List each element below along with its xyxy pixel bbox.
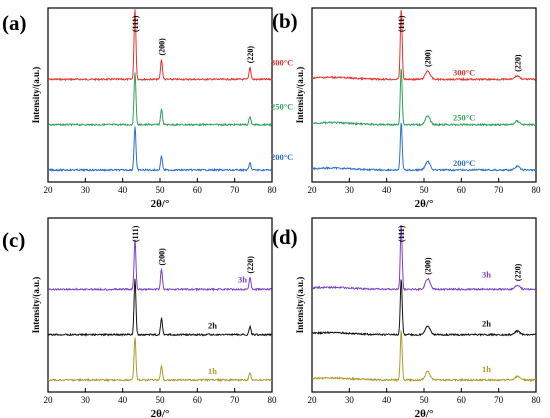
panel-letter: (a) — [2, 11, 27, 35]
panel-c: (c) 20 30 40 50 60 70 80 2θ/° Intensity/(a.u.) 3h 2… — [2, 217, 278, 418]
x-axis-label: 2θ/° — [151, 408, 170, 418]
panel-d: (d) 20 30 40 50 60 70 80 2θ/° Intensity/(a.u.) 3h 2… — [272, 217, 542, 418]
series-label: 1h — [208, 366, 217, 376]
axes-frame — [47, 7, 273, 183]
axes-frame — [311, 7, 537, 183]
panel-letter: (c) — [2, 228, 25, 252]
series-label: 250°C — [453, 113, 475, 123]
series-label: 3h — [482, 269, 491, 279]
x-tick-label: 60 — [457, 185, 467, 195]
x-tick-label: 20 — [308, 185, 318, 195]
series-line — [311, 122, 537, 172]
axes-frame — [311, 217, 537, 393]
x-tick-label: 70 — [494, 185, 504, 195]
series-line — [47, 9, 273, 82]
x-tick-label: 40 — [118, 395, 128, 405]
x-axis-label: 2θ/° — [415, 198, 434, 210]
series-label: 200°C — [271, 152, 293, 162]
x-tick-label: 50 — [156, 185, 166, 195]
x-tick-label: 40 — [382, 395, 392, 405]
x-tick-label: 70 — [230, 395, 240, 405]
series-line — [47, 126, 273, 173]
x-tick-label: 80 — [268, 395, 278, 405]
series-label: 1h — [482, 364, 491, 374]
axes-frame — [47, 217, 273, 393]
series-line — [47, 72, 273, 127]
x-tick-label: 30 — [345, 185, 355, 195]
x-tick-label: 50 — [156, 395, 166, 405]
x-tick-label: 50 — [420, 395, 430, 405]
series-label: 250°C — [271, 102, 293, 112]
x-tick-label: 30 — [345, 395, 355, 405]
series-line — [47, 278, 273, 337]
series-line — [311, 68, 537, 127]
y-axis-label: Intensity/(a.u.) — [31, 277, 41, 334]
x-tick-label: 60 — [457, 395, 467, 405]
x-tick-label: 40 — [382, 185, 392, 195]
series-label: 300°C — [271, 57, 293, 67]
series-line — [311, 279, 537, 337]
x-tick-label: 20 — [308, 395, 318, 405]
x-tick-label: 80 — [532, 185, 542, 195]
series-label: 2h — [482, 319, 491, 329]
series-line — [311, 9, 537, 82]
panel-letter: (d) — [272, 225, 298, 249]
x-tick-label: 70 — [494, 395, 504, 405]
x-tick-label: 60 — [193, 185, 203, 195]
series-line — [47, 239, 273, 292]
x-tick-label: 50 — [420, 185, 430, 195]
peak-label: (111) — [397, 225, 406, 242]
series-label: 3h — [238, 274, 247, 284]
x-tick-label: 60 — [193, 395, 203, 405]
series-line — [47, 337, 273, 383]
peak-label: (111) — [131, 15, 140, 32]
peak-label: (200) — [157, 248, 166, 266]
peak-label: (200) — [424, 49, 433, 67]
panel-a: (a) 20 30 40 50 60 70 80 2θ/° Intensity/(a.u.) 300… — [2, 7, 293, 210]
x-tick-label: 30 — [81, 395, 91, 405]
y-axis-label: Intensity/(a.u.) — [31, 67, 41, 124]
peak-label: (220) — [513, 54, 522, 72]
x-tick-label: 20 — [44, 185, 54, 195]
x-tick-label: 70 — [230, 185, 240, 195]
peak-label: (111) — [131, 225, 140, 242]
x-tick-label: 20 — [44, 395, 54, 405]
x-tick-label: 80 — [268, 185, 278, 195]
x-axis-label: 2θ/° — [415, 408, 434, 418]
x-tick-label: 80 — [532, 395, 542, 405]
series-label: 300°C — [453, 67, 475, 77]
x-tick-label: 30 — [81, 185, 91, 195]
series-line — [311, 224, 537, 292]
peak-label: (200) — [424, 257, 433, 275]
peak-label: (200) — [157, 38, 166, 56]
panel-letter: (b) — [272, 9, 298, 33]
peak-label: (111) — [397, 15, 406, 32]
y-axis-label: Intensity/(a.u.) — [295, 277, 305, 334]
x-tick-label: 40 — [118, 185, 128, 195]
y-axis-label: Intensity/(a.u.) — [295, 67, 305, 124]
peak-label: (220) — [513, 263, 522, 281]
series-label: 2h — [208, 321, 217, 331]
x-axis-label: 2θ/° — [151, 198, 170, 210]
series-line — [311, 330, 537, 383]
peak-label: (220) — [246, 46, 255, 64]
series-label: 200°C — [453, 158, 475, 168]
peak-label: (220) — [246, 256, 255, 274]
